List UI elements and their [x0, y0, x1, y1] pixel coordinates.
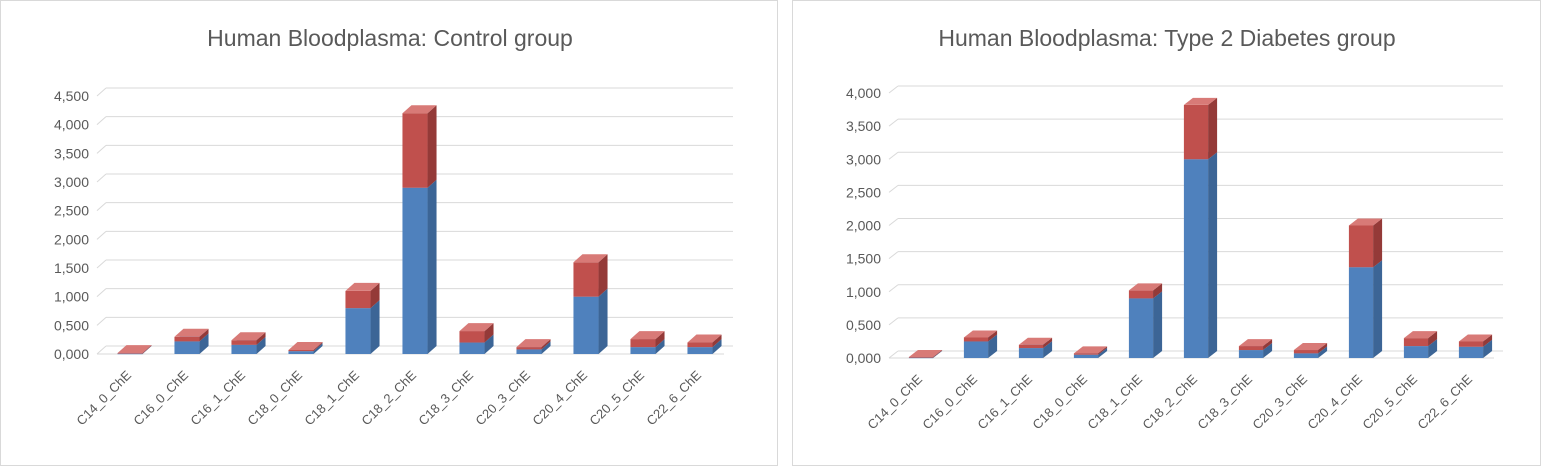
x-tick-label: C16_1_ChE [187, 367, 248, 428]
gridline-depth [888, 317, 899, 326]
bar-segment-C20_5_ChE-series-2 [630, 331, 665, 348]
y-tick-label: 3,500 [54, 145, 89, 161]
gridline-depth [96, 144, 107, 154]
y-tick-label: 0,000 [846, 350, 881, 366]
x-tick-label: C18_1_ChE [1084, 371, 1145, 432]
y-tick-label: 0,000 [54, 346, 89, 362]
y-tick-label: 0,500 [54, 317, 89, 333]
bar-segment-C22_6_ChE-series-2 [1458, 334, 1493, 347]
bar-segment-C18_1_ChE-series-2 [1128, 283, 1163, 299]
gridline-depth [96, 345, 107, 355]
y-tick-label: 2,000 [846, 218, 881, 234]
gridline-depth [888, 118, 899, 127]
bar-segment-C18_2_ChE-series-1 [1183, 152, 1218, 358]
x-tick-label: C22_6_ChE [1414, 371, 1475, 432]
x-tick-label: C22_6_ChE [643, 367, 704, 428]
y-tick-label: 4,500 [54, 88, 89, 104]
bar-segment-C18_0_ChE-series-2 [288, 341, 323, 352]
x-tick-label: C20_3_ChE [1249, 371, 1310, 432]
gridline-depth [96, 87, 107, 97]
bar-segment-C16_1_ChE-series-2 [231, 332, 266, 345]
chart-control-group: Human Bloodplasma: Control group 0,000 0,… [54, 25, 733, 428]
x-tick-label: C16_1_ChE [974, 371, 1035, 432]
y-tick-label: 1,500 [54, 260, 89, 276]
chart-panel-control: Human Bloodplasma: Control group 0,000 0,… [0, 0, 778, 466]
gridline-depth [888, 85, 899, 94]
y-tick-label: 3,000 [54, 174, 89, 190]
gridline-depth [96, 288, 107, 298]
bar-segment-C18_2_ChE-series-1 [402, 179, 437, 354]
y-tick-label: 2,500 [846, 184, 881, 200]
y-tick-label: 1,000 [54, 289, 89, 305]
chart-type2-diabetes-group: Human Bloodplasma: Type 2 Diabetes group… [846, 25, 1503, 432]
x-tick-label: C20_3_ChE [472, 367, 533, 428]
gridline-depth [888, 218, 899, 226]
x-tick-label: C20_4_ChE [1304, 371, 1365, 432]
y-tick-label: 2,000 [54, 231, 89, 247]
y-tick-label: 4,000 [54, 117, 89, 133]
bar-segment-C18_1_ChE-series-1 [345, 300, 380, 354]
gridline-depth [888, 284, 899, 293]
bar-segment-C18_1_ChE-series-2 [345, 282, 380, 309]
y-tick-label: 3,000 [846, 151, 881, 167]
gridline-depth [96, 116, 107, 126]
x-tick-label: C14_0_ChE [864, 371, 925, 432]
gridline-depth [888, 184, 899, 193]
bar-segment-C16_0_ChE-series-2 [174, 328, 209, 342]
bar-segment-C20_4_ChE-series-1 [573, 288, 608, 354]
gridline-depth [888, 251, 899, 260]
bar-segment-C18_3_ChE-series-2 [459, 323, 494, 343]
x-tick-label: C18_2_ChE [1139, 371, 1200, 432]
bar-segment-C18_2_ChE-series-2 [1183, 97, 1218, 160]
x-tick-label: C20_4_ChE [529, 367, 590, 428]
bar-segment-C20_5_ChE-series-2 [1403, 331, 1438, 347]
bar-segment-C20_3_ChE-series-2 [1293, 343, 1328, 354]
y-tick-label: 0,500 [846, 317, 881, 333]
x-tick-label: C18_3_ChE [1194, 371, 1255, 432]
x-tick-label: C18_1_ChE [301, 367, 362, 428]
bar-segment-C14_0_ChE-series-2 [908, 350, 943, 358]
bar-segment-C16_0_ChE-series-2 [963, 330, 998, 342]
y-tick-label: 4,000 [846, 85, 881, 101]
x-tick-label: C18_2_ChE [358, 367, 419, 428]
bar-segment-C14_0_ChE-series-2 [117, 345, 152, 354]
chart-title: Human Bloodplasma: Type 2 Diabetes group [938, 25, 1395, 51]
y-tick-label: 2,500 [54, 203, 89, 219]
x-tick-label: C14_0_ChE [73, 367, 134, 428]
gridline-depth [96, 316, 107, 326]
gridline-depth [888, 151, 899, 160]
bar-segment-C18_2_ChE-series-2 [402, 105, 437, 188]
x-tick-label: C18_0_ChE [1029, 371, 1090, 432]
bar-segment-C18_0_ChE-series-2 [1073, 346, 1108, 355]
y-tick-label: 1,500 [846, 251, 881, 267]
bar-segment-C20_4_ChE-series-2 [1348, 218, 1383, 268]
bar-segment-C20_4_ChE-series-2 [573, 254, 608, 297]
chart-title: Human Bloodplasma: Control group [207, 25, 573, 51]
gridline-depth [888, 350, 899, 359]
bar-segment-C18_3_ChE-series-2 [1238, 339, 1273, 351]
bar-segment-C22_6_ChE-series-2 [687, 334, 722, 348]
bar-segment-C18_1_ChE-series-1 [1128, 291, 1163, 358]
bar-segment-C20_4_ChE-series-1 [1348, 260, 1383, 358]
gridline-depth [96, 202, 107, 212]
x-tick-label: C20_5_ChE [1359, 371, 1420, 432]
x-tick-label: C16_0_ChE [919, 371, 980, 432]
y-tick-label: 3,500 [846, 118, 881, 134]
chart-panel-diabetes: Human Bloodplasma: Type 2 Diabetes group… [792, 0, 1541, 466]
y-tick-label: 1,000 [846, 284, 881, 300]
gridline-depth [96, 259, 107, 269]
x-tick-label: C18_3_ChE [415, 367, 476, 428]
gridline-depth [96, 173, 107, 183]
bar-segment-C16_1_ChE-series-2 [1018, 337, 1053, 349]
x-tick-label: C16_0_ChE [130, 367, 191, 428]
gridline-depth [96, 230, 107, 240]
x-tick-label: C20_5_ChE [586, 367, 647, 428]
bar-segment-C20_3_ChE-series-2 [516, 339, 551, 350]
x-tick-label: C18_0_ChE [244, 367, 305, 428]
